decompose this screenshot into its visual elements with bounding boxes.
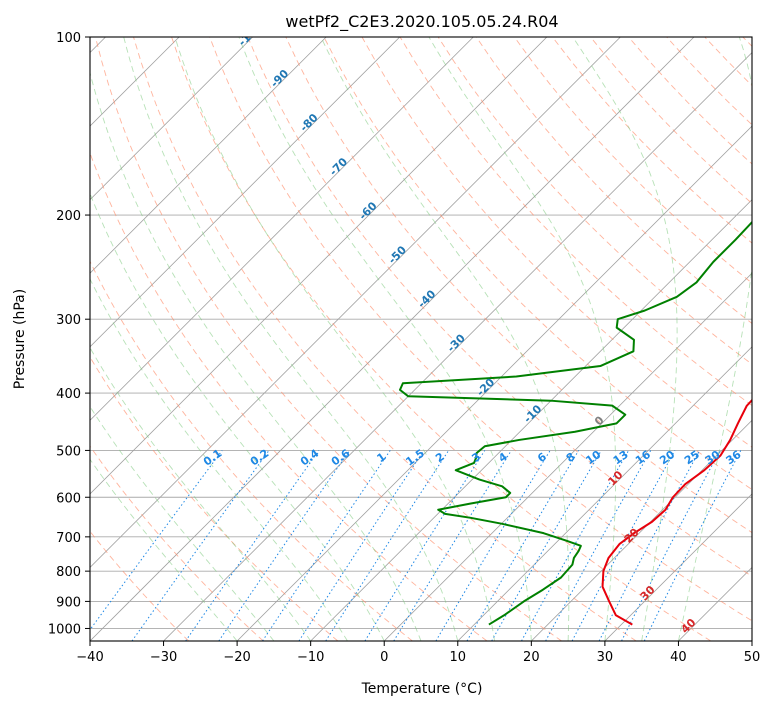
x-axis-label: Temperature (°C): [361, 681, 483, 697]
temperature-profile-line: [601, 398, 752, 626]
isotherm-line: [90, 37, 253, 201]
mixing-ratio-line: [643, 450, 742, 641]
dry-adiabat-line: [90, 260, 413, 641]
isotherm-line: [90, 37, 327, 274]
plot-frame: [89, 36, 753, 642]
isotherm-line: [604, 493, 752, 641]
grid-layer: [90, 37, 752, 641]
mixing-ratio-line: [571, 450, 676, 641]
x-tick-label: 10: [450, 650, 467, 665]
isotherm-line: [531, 419, 752, 641]
isotherm-label: -100: [236, 20, 265, 49]
dry-adiabat-line: [323, 37, 752, 491]
mixing-ratio-line: [90, 450, 223, 631]
axes-layer: −40 −30 −20 −10 0 10 20 30 40 50 1000 900 800 700 600 5…: [48, 31, 760, 665]
mixing-ratio-line: [521, 450, 630, 641]
y-tick-label: 900: [56, 595, 81, 610]
mixing-ratio-line: [393, 450, 512, 641]
mixing-ratio-line: [218, 450, 351, 641]
dry-adiabat-line: [209, 37, 752, 622]
mixing-ratio-line: [325, 450, 450, 641]
dry-adiabat-line: [247, 37, 752, 577]
x-tick-label: −20: [223, 650, 250, 665]
dry-adiabat-line: [513, 37, 752, 284]
mixing-ratio-line: [262, 450, 391, 641]
y-tick-label: 400: [56, 387, 81, 402]
moist-adiabat-line: [677, 37, 752, 641]
isotherm-line: [90, 37, 401, 348]
y-tick-label: 1000: [48, 622, 81, 637]
mixing-ratio-line: [185, 450, 320, 641]
isotherm-line: [383, 272, 752, 641]
y-tick-label: 600: [56, 491, 81, 506]
moist-adiabat-line: [320, 37, 570, 641]
dewpoint-profile-line: [398, 220, 752, 626]
moist-adiabat-line: [90, 278, 348, 641]
isotherm-line: [163, 51, 752, 641]
y-tick-label: 300: [56, 313, 81, 328]
series-layer: [398, 220, 752, 626]
y-tick-label: 700: [56, 531, 81, 546]
isotherm-line: [90, 37, 474, 421]
moist-adiabat-line: [90, 458, 238, 641]
moist-adiabat-line: [90, 346, 312, 641]
isotherm-line: [236, 125, 752, 641]
mixing-ratio-line: [131, 450, 270, 641]
isotherm-line: [90, 37, 548, 495]
moist-adiabat-line: [123, 37, 459, 641]
x-tick-label: 50: [744, 650, 761, 665]
x-tick-label: −10: [297, 650, 324, 665]
x-tick-label: 0: [380, 650, 388, 665]
x-tick-label: 40: [670, 650, 687, 665]
dry-adiabat-line: [171, 37, 712, 641]
mixing-ratio-line: [545, 450, 652, 641]
y-tick-label: 800: [56, 565, 81, 580]
moist-adiabat-line: [90, 71, 422, 641]
isotherm-line: [90, 37, 695, 641]
isotherm-line: [457, 346, 752, 641]
y-tick-label: 100: [56, 31, 81, 46]
y-tick-label: 500: [56, 444, 81, 459]
x-tick-label: 30: [597, 650, 614, 665]
dry-adiabat-line: [133, 37, 637, 641]
chart-title: wetPf2_C2E3.2020.105.05.24.R04: [285, 12, 558, 32]
moist-adiabat-line: [174, 37, 496, 641]
y-tick-label: 200: [56, 209, 81, 224]
moist-adiabat-line: [90, 405, 275, 641]
y-axis-label: Pressure (hPa): [12, 289, 28, 389]
x-tick-label: 20: [523, 650, 540, 665]
dry-adiabat-line: [94, 37, 562, 641]
x-tick-label: −40: [76, 650, 103, 665]
isotherm-line: [90, 37, 621, 569]
moist-adiabat-line: [90, 192, 385, 641]
dry-adiabat-line: [90, 445, 264, 641]
mixing-ratio-line: [298, 450, 425, 641]
moist-adiabat-line: [572, 37, 678, 641]
x-tick-label: −30: [150, 650, 177, 665]
dry-adiabat-line: [90, 356, 339, 641]
